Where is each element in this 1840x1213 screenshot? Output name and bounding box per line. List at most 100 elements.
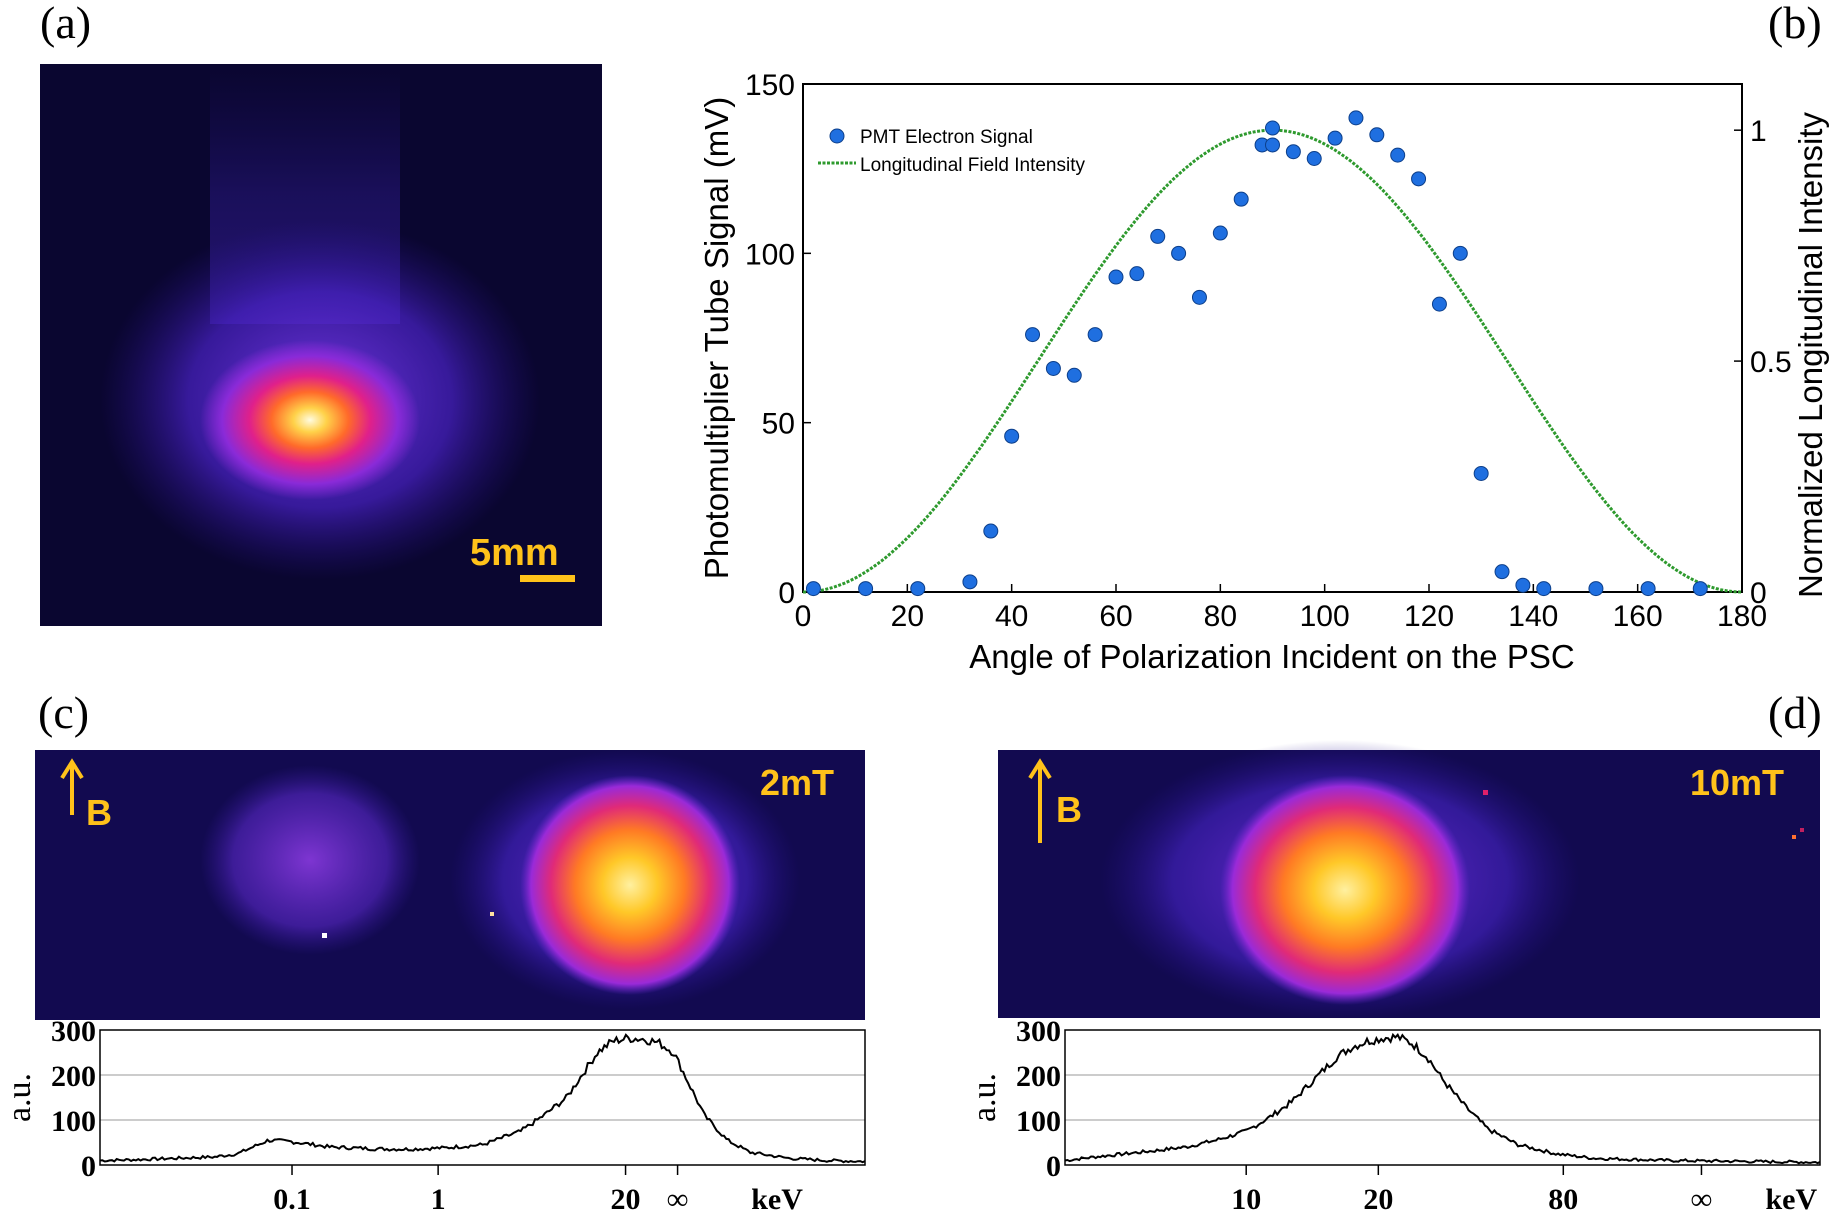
plot-frame (802, 83, 1743, 593)
x-tick-label: 60 (1099, 600, 1132, 633)
y-tick-label: 100 (51, 1105, 96, 1138)
field-label: 10mT (1690, 762, 1784, 803)
data-point (1306, 151, 1322, 167)
y-tick-label: 100 (1016, 1105, 1061, 1138)
data-point (805, 581, 821, 597)
data-point (1025, 327, 1041, 343)
grid (100, 1029, 865, 1121)
panel-c-image: B 2mT (35, 750, 865, 1020)
faint-spot (200, 765, 420, 955)
series-line-longitudinal-field-intensity (802, 128, 1743, 594)
data-point (983, 523, 999, 539)
y-tick-label: 0 (81, 1150, 96, 1183)
y-tick-label: 200 (51, 1060, 96, 1093)
x-tick-label: 0.1 (273, 1183, 311, 1213)
data-point (1108, 269, 1124, 285)
data-point (1536, 581, 1552, 597)
bright-spot (520, 775, 740, 995)
legend-marker-pmt (829, 128, 845, 144)
data-point (1265, 137, 1280, 153)
data-point (1265, 120, 1280, 136)
y-axis-ticks: 0 100 200 300 (51, 1015, 96, 1183)
y-tick-label: 0 (1046, 1150, 1061, 1183)
y2-tick-label: 0.5 (1750, 346, 1792, 379)
x-axis-ticks: 10 20 80 ∞ keV (1231, 1165, 1817, 1213)
hot-pixel (1483, 790, 1488, 795)
grid (1065, 1029, 1820, 1121)
data-point (1150, 228, 1166, 244)
x-tick-label: 20 (891, 600, 924, 633)
data-point (858, 581, 874, 597)
data-point (1212, 225, 1228, 241)
x-tick-label: 100 (1300, 600, 1350, 633)
data-point (1004, 428, 1020, 444)
x-tick-label: 160 (1613, 600, 1663, 633)
b-label: B (86, 792, 112, 833)
hot-pixel (490, 912, 494, 916)
y-tick-label: 200 (1016, 1060, 1061, 1093)
panel-d-image: B 10mT (998, 740, 1820, 1020)
y-tick-label: 300 (1016, 1015, 1061, 1048)
x-tick-label: 20 (611, 1183, 641, 1213)
b-label: B (1056, 789, 1082, 830)
hot-pixel (322, 933, 327, 938)
data-point (1390, 147, 1406, 163)
data-point (1327, 130, 1343, 146)
legend-label-longitudinal: Longitudinal Field Intensity (860, 155, 1085, 176)
panel-label-c: (c) (38, 687, 89, 738)
hot-pixel (1800, 828, 1804, 832)
x-tick-label: 40 (995, 600, 1028, 633)
y2-tick-label: 1 (1750, 115, 1767, 148)
scale-bar (520, 575, 575, 582)
panel-a-image: 5mm (40, 64, 602, 626)
beam-spot (200, 340, 420, 500)
data-point (1588, 581, 1604, 597)
data-point (1473, 465, 1489, 481)
b-arrow-head (1028, 758, 1052, 780)
hot-pixel (1792, 835, 1796, 839)
x-tick-label: 0 (795, 600, 812, 633)
data-point (1452, 245, 1468, 261)
x-tick-label: 1 (431, 1183, 446, 1213)
y2-axis-label: Normalized Longitudinal Intensity (1792, 111, 1829, 598)
y-tick-label: 150 (745, 69, 795, 102)
data-point (1640, 581, 1656, 597)
panel-d-profile: 0 100 200 300 10 20 80 ∞ keV a.u. (966, 1015, 1821, 1213)
profile-line (99, 1033, 866, 1164)
y-tick-label: 300 (51, 1015, 96, 1048)
x-tick-label: 80 (1548, 1183, 1578, 1213)
data-point (1369, 127, 1385, 143)
data-point (1171, 245, 1187, 261)
panel-label-a: (a) (40, 0, 91, 48)
panel-label-d: (d) (1768, 687, 1822, 738)
data-point (1692, 581, 1708, 597)
bright-spot (1220, 775, 1470, 1005)
field-label: 2mT (760, 762, 834, 803)
data-point (1233, 191, 1249, 207)
y-axis-label: a.u. (1, 1073, 38, 1122)
data-point (1431, 296, 1447, 312)
legend: PMT Electron Signal Longitudinal Field I… (818, 127, 1085, 176)
profile-line (1064, 1032, 1821, 1165)
x-tick-label: 180 (1717, 600, 1767, 633)
x-tick-label: 120 (1404, 600, 1454, 633)
data-point (1494, 564, 1510, 580)
data-point (1285, 144, 1301, 160)
y-tick-label: 50 (762, 408, 795, 441)
data-point (1348, 110, 1364, 126)
data-point (910, 581, 926, 597)
y2-axis-ticks: 00.51 (1734, 115, 1792, 610)
profile-frame (1064, 1029, 1821, 1166)
scale-bar-label: 5mm (470, 532, 559, 574)
data-point (1191, 289, 1207, 305)
profile-frame (99, 1029, 866, 1166)
x-tick-label: ∞ (667, 1183, 688, 1213)
data-point (1515, 577, 1531, 593)
x-tick-label: ∞ (1691, 1183, 1712, 1213)
panel-c-profile: 0 100 200 300 0.1 1 20 ∞ keV a.u. (1, 1015, 866, 1213)
x-tick-label: 20 (1363, 1183, 1393, 1213)
y-tick-label: 0 (778, 577, 795, 610)
scatter-points (805, 110, 1708, 597)
